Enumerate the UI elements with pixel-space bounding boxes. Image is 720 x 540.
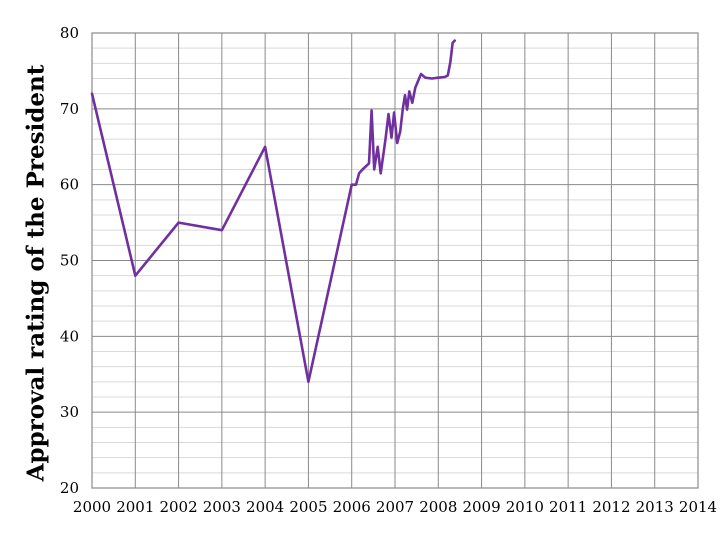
y-tick-label: 50	[60, 252, 79, 270]
y-tick-label: 30	[60, 403, 79, 421]
x-tick-label: 2010	[506, 498, 544, 516]
x-tick-label: 2005	[289, 498, 327, 516]
y-tick-label: 70	[60, 100, 79, 118]
x-tick-label: 2003	[203, 498, 241, 516]
y-tick-label: 40	[60, 327, 79, 345]
x-tick-label: 2000	[73, 498, 111, 516]
x-tick-label: 2013	[636, 498, 674, 516]
x-tick-label: 2008	[419, 498, 457, 516]
x-tick-label: 2007	[376, 498, 414, 516]
x-tick-label: 2006	[333, 498, 371, 516]
x-tick-label: 2014	[679, 498, 717, 516]
x-tick-label: 2002	[159, 498, 197, 516]
x-tick-label: 2004	[246, 498, 284, 516]
x-tick-label: 2009	[462, 498, 500, 516]
y-tick-label: 20	[60, 479, 79, 497]
plot-border	[91, 32, 699, 489]
y-tick-label: 80	[60, 24, 79, 42]
x-tick-label: 2001	[116, 498, 154, 516]
x-tick-label: 2011	[549, 498, 587, 516]
x-tick-label: 2012	[592, 498, 630, 516]
approval-line	[90, 39, 457, 384]
y-tick-label: 60	[60, 176, 79, 194]
